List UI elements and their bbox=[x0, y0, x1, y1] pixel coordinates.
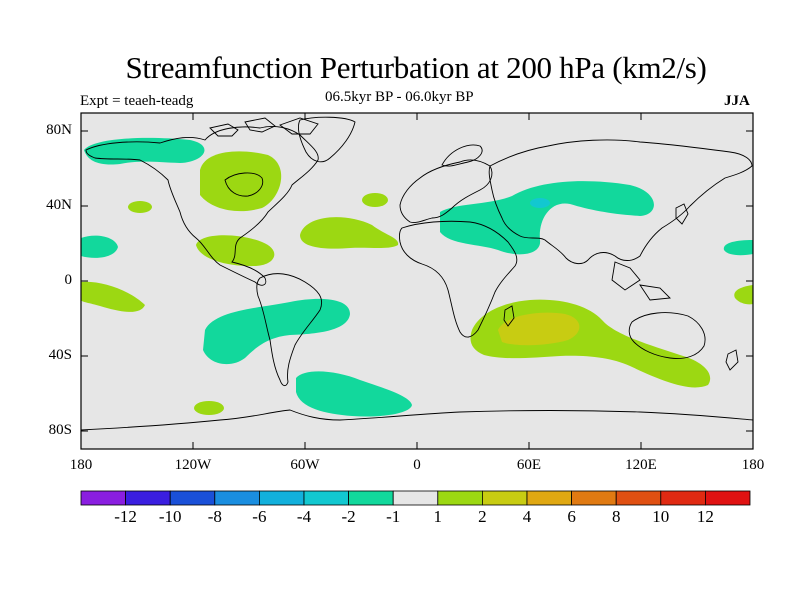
anomaly-south-atlantic bbox=[296, 371, 412, 417]
colorbar-label: -4 bbox=[296, 507, 312, 526]
colorbar-label: 6 bbox=[567, 507, 576, 526]
colorbar-label: -2 bbox=[341, 507, 356, 526]
colorbar-box bbox=[169, 490, 216, 506]
colorbar-label: 10 bbox=[652, 507, 670, 526]
colorbar-box bbox=[437, 490, 483, 506]
coastline-arctic-islands bbox=[209, 117, 319, 137]
season-label: JJA bbox=[724, 93, 750, 109]
anomaly-north-pacific bbox=[84, 137, 205, 165]
colorbar-box bbox=[303, 490, 349, 506]
lon-tick-label: 0 bbox=[413, 457, 421, 473]
coastline-madagascar bbox=[503, 305, 515, 327]
map-background bbox=[81, 113, 753, 449]
coastline-antarctica bbox=[80, 409, 754, 431]
lon-tick-label: 120E bbox=[625, 457, 657, 473]
anomaly-north-pacific-small bbox=[128, 201, 152, 213]
coastline-southeast-asia bbox=[611, 261, 671, 301]
colorbar-box bbox=[392, 490, 439, 506]
colorbar-label: -12 bbox=[114, 507, 137, 526]
lat-tick-label: 40S bbox=[48, 347, 72, 363]
colorbar-label: 8 bbox=[611, 507, 621, 526]
axis-ticks bbox=[80, 113, 754, 449]
anomaly-atlantic bbox=[300, 217, 399, 249]
coastline-north-america bbox=[85, 125, 319, 286]
anomaly-east-edge-pos bbox=[734, 285, 753, 305]
coastline-australia bbox=[628, 312, 706, 359]
lat-tick-label: 80N bbox=[46, 122, 72, 138]
plot-title: Streamfunction Perturbation at 200 hPa (… bbox=[125, 50, 707, 85]
colorbar-box bbox=[80, 490, 126, 506]
colorbar-label: -6 bbox=[252, 507, 267, 526]
anomaly-west-edge-pos bbox=[81, 281, 145, 312]
anomaly-west-edge-neg bbox=[81, 235, 118, 258]
coastline-africa bbox=[398, 220, 518, 338]
colorbar-label: 4 bbox=[522, 507, 532, 526]
coastline-asia bbox=[488, 139, 753, 265]
colorbar-box bbox=[705, 490, 751, 506]
anomaly-contours bbox=[81, 137, 753, 417]
anomaly-canada bbox=[200, 151, 282, 212]
coastline-europe bbox=[399, 159, 493, 223]
colorbar-box bbox=[481, 490, 528, 506]
anomaly-south-pacific bbox=[203, 298, 350, 365]
colorbar-label: 1 bbox=[433, 507, 443, 526]
lon-tick-label: 180 bbox=[69, 457, 93, 473]
anomaly-indian-ocean-core bbox=[498, 312, 580, 346]
anomaly-newfoundland-small bbox=[362, 193, 388, 207]
colorbar-box bbox=[615, 490, 662, 506]
lon-tick-label: 120W bbox=[174, 457, 212, 473]
colorbar-label: 2 bbox=[478, 507, 487, 526]
colorbar bbox=[80, 490, 751, 506]
coastline-greenland bbox=[297, 116, 356, 163]
anomaly-caspian-core bbox=[530, 198, 550, 208]
colorbar-label: -10 bbox=[158, 507, 182, 526]
lat-tick-label: 40N bbox=[46, 197, 72, 213]
colorbar-box bbox=[258, 490, 305, 506]
coastline-new-zealand bbox=[725, 349, 739, 371]
colorbar-box bbox=[526, 490, 572, 506]
experiment-label: Expt = teaeh-teadg bbox=[80, 93, 194, 109]
period-label: 06.5kyr BP - 06.0kyr BP bbox=[325, 89, 474, 105]
lon-tick-label: 60W bbox=[290, 457, 320, 473]
lon-tick-label: 180 bbox=[741, 457, 765, 473]
lat-tick-label: 80S bbox=[48, 422, 72, 438]
colorbar-box bbox=[571, 490, 617, 506]
colorbar-box bbox=[660, 490, 706, 506]
lon-tick-label: 60E bbox=[516, 457, 542, 473]
colorbar-label: -1 bbox=[386, 507, 401, 526]
coastline-south-america bbox=[256, 273, 323, 387]
colorbar-box bbox=[348, 490, 394, 506]
anomaly-east-edge-neg bbox=[723, 240, 753, 256]
coastline-japan bbox=[675, 203, 689, 225]
colorbar-label: 12 bbox=[696, 507, 714, 526]
anomaly-southeast-pacific-small bbox=[194, 401, 224, 415]
coastline-hudson-bay bbox=[224, 172, 264, 197]
coastlines bbox=[80, 116, 754, 431]
coastline-scandinavia bbox=[441, 144, 483, 167]
colorbar-box bbox=[125, 490, 171, 506]
colorbar-label: -8 bbox=[207, 507, 222, 526]
anomaly-asia bbox=[440, 181, 654, 255]
lat-tick-label: 0 bbox=[64, 272, 73, 288]
colorbar-box bbox=[214, 490, 260, 506]
